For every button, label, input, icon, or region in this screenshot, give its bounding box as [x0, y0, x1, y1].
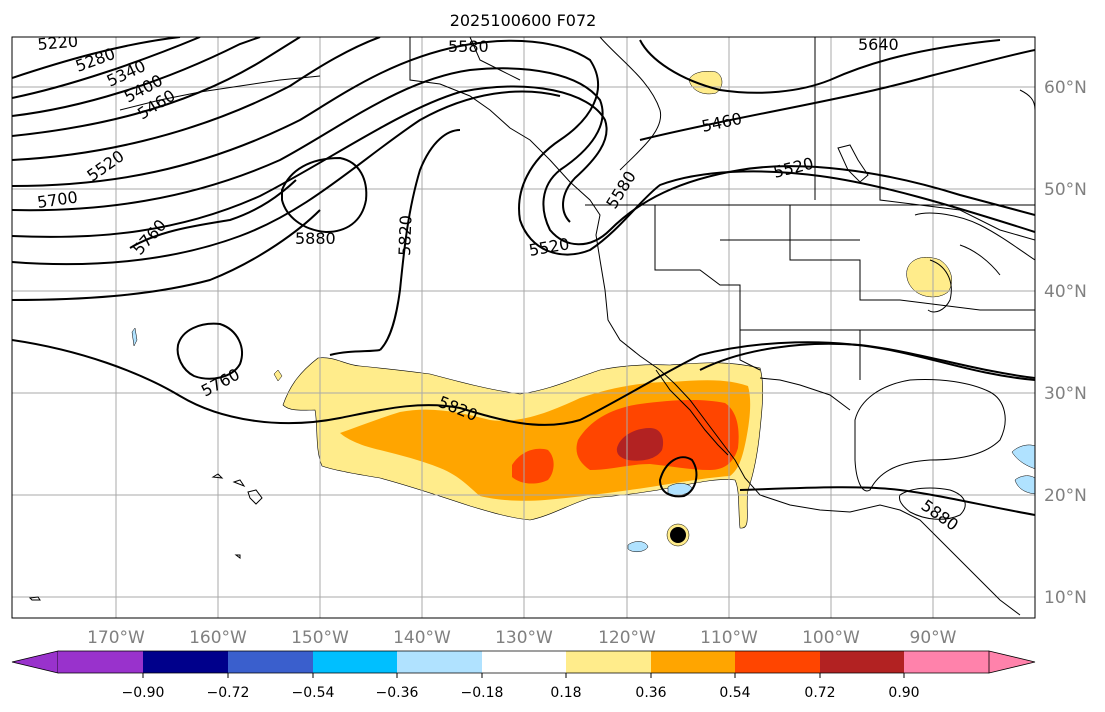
colorbar-segment: [143, 651, 228, 673]
lon-label: 170°W: [87, 628, 145, 648]
coastlines: [28, 37, 1035, 616]
lon-label: 120°W: [598, 628, 656, 648]
shade-yellow-small: [273, 369, 283, 382]
colorbar-segment: [651, 651, 735, 673]
colorbar-tick-label: −0.18: [461, 685, 504, 701]
map-title: 2025100600 F072: [450, 11, 597, 30]
colorbar-segment: [735, 651, 820, 673]
colorbar-segment: [58, 651, 143, 673]
colorbar-segment: [313, 651, 397, 673]
colorbar-tick-label: −0.36: [376, 685, 419, 701]
colorbar-segment: [904, 651, 989, 673]
lat-label: 40°N: [1044, 282, 1087, 302]
lat-label: 50°N: [1044, 180, 1087, 200]
height-contours: [12, 37, 1035, 516]
lon-label: 130°W: [495, 628, 553, 648]
lat-label: 30°N: [1044, 384, 1087, 404]
map-border: [11, 36, 1036, 619]
longitude-labels: 170°W 160°W 150°W 140°W 130°W 120°W 110°…: [87, 628, 957, 648]
colorbar-tick-label: −0.54: [292, 685, 335, 701]
shade-light-blue-4: [1014, 475, 1035, 495]
shade-yellow-greatlakes: [906, 257, 952, 298]
lon-label: 140°W: [393, 628, 451, 648]
lat-label: 10°N: [1044, 588, 1087, 608]
lon-label: 90°W: [910, 628, 957, 648]
lon-label: 110°W: [700, 628, 758, 648]
colorbar-high-extension: [988, 650, 1036, 674]
contour-label: 5220: [37, 32, 79, 54]
graticule: [12, 37, 1035, 618]
colorbar-tick-label: 0.90: [888, 685, 919, 701]
contour-label: 5820: [395, 215, 415, 256]
colorbar-segment: [228, 651, 313, 673]
contour-label: 5580: [448, 37, 489, 56]
lon-label: 150°W: [291, 628, 349, 648]
shade-red-orange-2: [512, 448, 554, 484]
colorbar-segment: [482, 651, 566, 673]
lon-label: 160°W: [189, 628, 247, 648]
colorbar-segment: [566, 651, 651, 673]
colorbar-tick-label: 0.54: [719, 685, 750, 701]
shaded-field: [131, 71, 1035, 552]
colorbar: −0.90 −0.72 −0.54 −0.36 −0.18 0.18 0.36 …: [11, 650, 1036, 701]
colorbar-tick-label: −0.72: [207, 685, 250, 701]
colorbar-low-extension: [11, 650, 59, 674]
colorbar-tick-label: 0.36: [635, 685, 666, 701]
shade-light-blue-3: [1011, 444, 1035, 469]
contour-label: 5880: [295, 229, 336, 248]
lat-label: 60°N: [1044, 78, 1087, 98]
shade-light-blue-5: [131, 327, 138, 347]
shade-black-dot: [670, 527, 686, 543]
colorbar-segment: [820, 651, 904, 673]
shade-light-blue-2: [627, 541, 649, 552]
lon-label: 100°W: [802, 628, 860, 648]
colorbar-tick-label: 0.72: [804, 685, 835, 701]
shade-dark-red: [616, 428, 664, 461]
colorbar-tick-label: 0.18: [550, 685, 581, 701]
map-panel: 5220 5280 5340 5400 5460 5520 5580 5640 …: [12, 32, 1035, 618]
colorbar-segment: [397, 651, 482, 673]
colorbar-tick-label: −0.90: [122, 685, 165, 701]
lat-label: 20°N: [1044, 486, 1087, 506]
contour-label: 5640: [858, 35, 899, 54]
latitude-labels: 60°N 50°N 40°N 30°N 20°N 10°N: [1044, 78, 1087, 608]
